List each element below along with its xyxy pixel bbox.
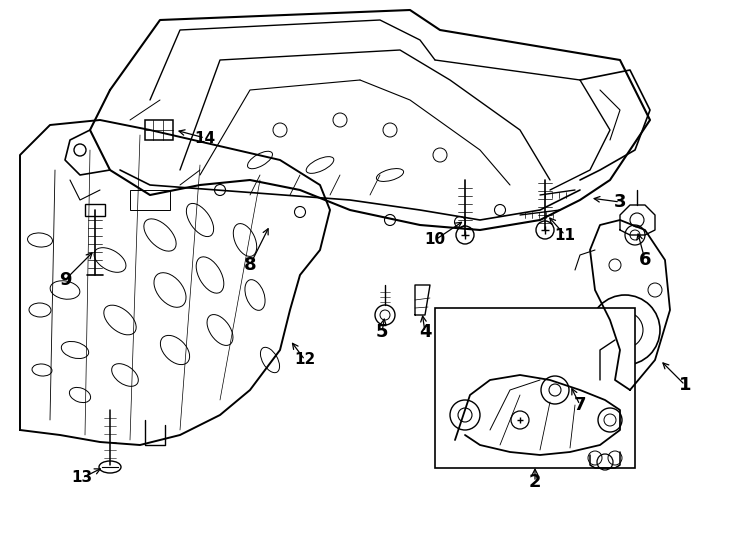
Text: 2: 2	[528, 473, 541, 491]
Text: 5: 5	[376, 323, 388, 341]
FancyBboxPatch shape	[85, 204, 105, 216]
Text: 14: 14	[195, 131, 216, 145]
Bar	[130, 190, 170, 210]
Text: 8: 8	[244, 256, 256, 274]
Text: 3: 3	[614, 193, 626, 211]
Text: 6: 6	[639, 251, 651, 269]
Text: 13: 13	[71, 470, 92, 485]
Text: 9: 9	[59, 271, 71, 289]
Text: 10: 10	[424, 233, 446, 247]
Bar	[435, 308, 635, 468]
Bar	[145, 120, 173, 140]
Text: 11: 11	[554, 227, 575, 242]
Text: 12: 12	[294, 353, 316, 368]
Text: 1: 1	[679, 376, 691, 394]
Text: 7: 7	[574, 396, 586, 414]
Text: 4: 4	[419, 323, 432, 341]
